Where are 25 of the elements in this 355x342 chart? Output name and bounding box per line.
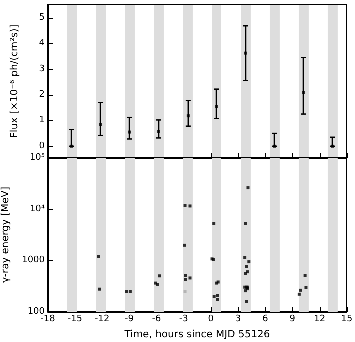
x-tick-label: -6 [152, 314, 162, 324]
x-tick-label: -3 [179, 314, 188, 324]
y-axis-title: Flux [×10⁻⁶ ph/(cm²s)] [10, 24, 20, 138]
y-tick-label: 1 [39, 116, 45, 126]
x-tick-label: 12 [314, 314, 326, 324]
y-tick-label: 5 [39, 12, 45, 23]
x-tick-label: -15 [68, 314, 83, 324]
x-tick-label: 15 [341, 314, 353, 324]
y-tick-label: 10⁵ [30, 153, 46, 163]
x-tick-label: -9 [125, 314, 134, 324]
y-tick-label: 4 [39, 38, 46, 49]
y-tick-label: 0 [39, 141, 46, 152]
y-tick-label: 2 [39, 90, 45, 100]
y-tick-label: 10⁴ [30, 204, 46, 214]
x-tick-label: 3 [235, 314, 242, 324]
x-tick-label: 9 [290, 314, 296, 324]
y-axis-title: γ-ray energy [MeV] [0, 186, 12, 284]
x-tick-label: 6 [262, 314, 269, 324]
x-axis-title: Time, hours since MJD 55126 [124, 330, 270, 340]
y-tick-label: 100 [28, 307, 46, 317]
x-tick-label: 0 [208, 314, 214, 324]
x-tick-label: -18 [40, 314, 56, 324]
x-tick-label: -12 [95, 314, 110, 324]
y-tick-label: 3 [39, 64, 45, 74]
y-tick-label: 1000 [22, 256, 46, 266]
